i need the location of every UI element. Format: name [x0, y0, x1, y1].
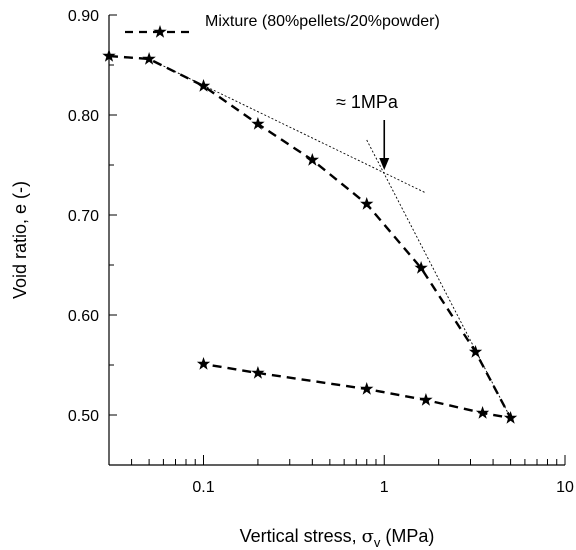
data-point-star	[360, 382, 374, 395]
annotation-text: ≈ 1MPa	[336, 92, 399, 112]
legend: Mixture (80%pellets/20%powder)	[125, 13, 440, 38]
annotation: ≈ 1MPa	[336, 92, 399, 170]
axes	[108, 15, 565, 466]
x-axis-label-main: Vertical stress,	[240, 526, 362, 546]
data-point-star	[102, 49, 116, 62]
construction-line	[366, 139, 511, 419]
data-point-star	[419, 393, 433, 406]
legend-star-marker	[153, 25, 167, 38]
tick-labels: 0.50 0.60 0.70 0.80 0.90 0.1 1 10	[68, 8, 574, 496]
x-axis-label: Vertical stress, σv (MPa)	[240, 526, 435, 550]
y-tick-label: 0.80	[68, 108, 99, 125]
x-tick-label: 10	[556, 479, 574, 496]
construction-line	[148, 58, 427, 194]
data-point-star	[305, 153, 319, 166]
series-line	[108, 54, 513, 420]
y-tick-label: 0.90	[68, 8, 99, 25]
data-point-star	[503, 411, 518, 424]
x-axis-label-unit: (MPa)	[380, 526, 434, 546]
data-point-star	[251, 117, 265, 130]
data-point-star	[475, 406, 490, 419]
data-point-star	[196, 357, 211, 370]
x-tick-label: 0.1	[192, 479, 214, 496]
y-tick-label: 0.50	[68, 408, 99, 425]
legend-label: Mixture (80%pellets/20%powder)	[205, 13, 440, 30]
y-tick-label: 0.60	[68, 308, 99, 325]
series-lines	[108, 54, 513, 420]
data-point-star	[468, 345, 483, 358]
construction-lines	[148, 58, 511, 419]
data-markers	[102, 49, 518, 424]
y-axis-label: Void ratio, e (-)	[10, 181, 30, 299]
annotation-arrow-head	[379, 158, 390, 170]
x-axis-label-sigma: σ	[362, 526, 374, 547]
data-point-star	[360, 197, 374, 210]
y-tick-label: 0.70	[68, 208, 99, 225]
data-point-star	[414, 261, 428, 274]
data-point-star	[196, 79, 211, 92]
ticks	[108, 14, 566, 466]
x-tick-label: 1	[380, 479, 389, 496]
data-point-star	[142, 52, 156, 65]
data-point-star	[251, 366, 265, 379]
x-axis-label-subscript: v	[374, 535, 381, 550]
